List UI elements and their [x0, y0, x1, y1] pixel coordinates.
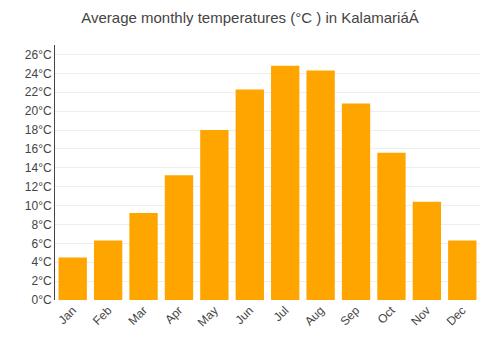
svg-text:22°C: 22°C — [25, 85, 52, 99]
svg-text:18°C: 18°C — [25, 123, 52, 137]
svg-text:14°C: 14°C — [25, 161, 52, 175]
svg-text:6°C: 6°C — [31, 237, 51, 251]
svg-text:10°C: 10°C — [25, 199, 52, 213]
svg-text:Apr: Apr — [162, 303, 185, 326]
svg-text:Nov: Nov — [408, 303, 433, 328]
svg-text:Jun: Jun — [233, 303, 257, 327]
svg-text:16°C: 16°C — [25, 142, 52, 156]
svg-text:Aug: Aug — [302, 303, 327, 328]
svg-text:4°C: 4°C — [31, 255, 51, 269]
svg-text:12°C: 12°C — [25, 180, 52, 194]
svg-text:May: May — [195, 303, 221, 329]
svg-text:26°C: 26°C — [25, 48, 52, 62]
svg-text:20°C: 20°C — [25, 104, 52, 118]
svg-text:Jul: Jul — [271, 303, 292, 324]
svg-text:Jan: Jan — [55, 303, 79, 327]
svg-text:Mar: Mar — [125, 303, 150, 328]
svg-text:2°C: 2°C — [31, 274, 51, 288]
svg-text:Feb: Feb — [90, 303, 115, 328]
svg-text:Oct: Oct — [375, 303, 399, 327]
svg-text:0°C: 0°C — [31, 293, 51, 307]
svg-text:Dec: Dec — [444, 303, 469, 328]
svg-text:Average monthly temperatures (: Average monthly temperatures (°C ) in Ka… — [81, 9, 419, 26]
svg-text:8°C: 8°C — [31, 218, 51, 232]
svg-text:24°C: 24°C — [25, 67, 52, 81]
svg-text:Sep: Sep — [337, 303, 362, 328]
